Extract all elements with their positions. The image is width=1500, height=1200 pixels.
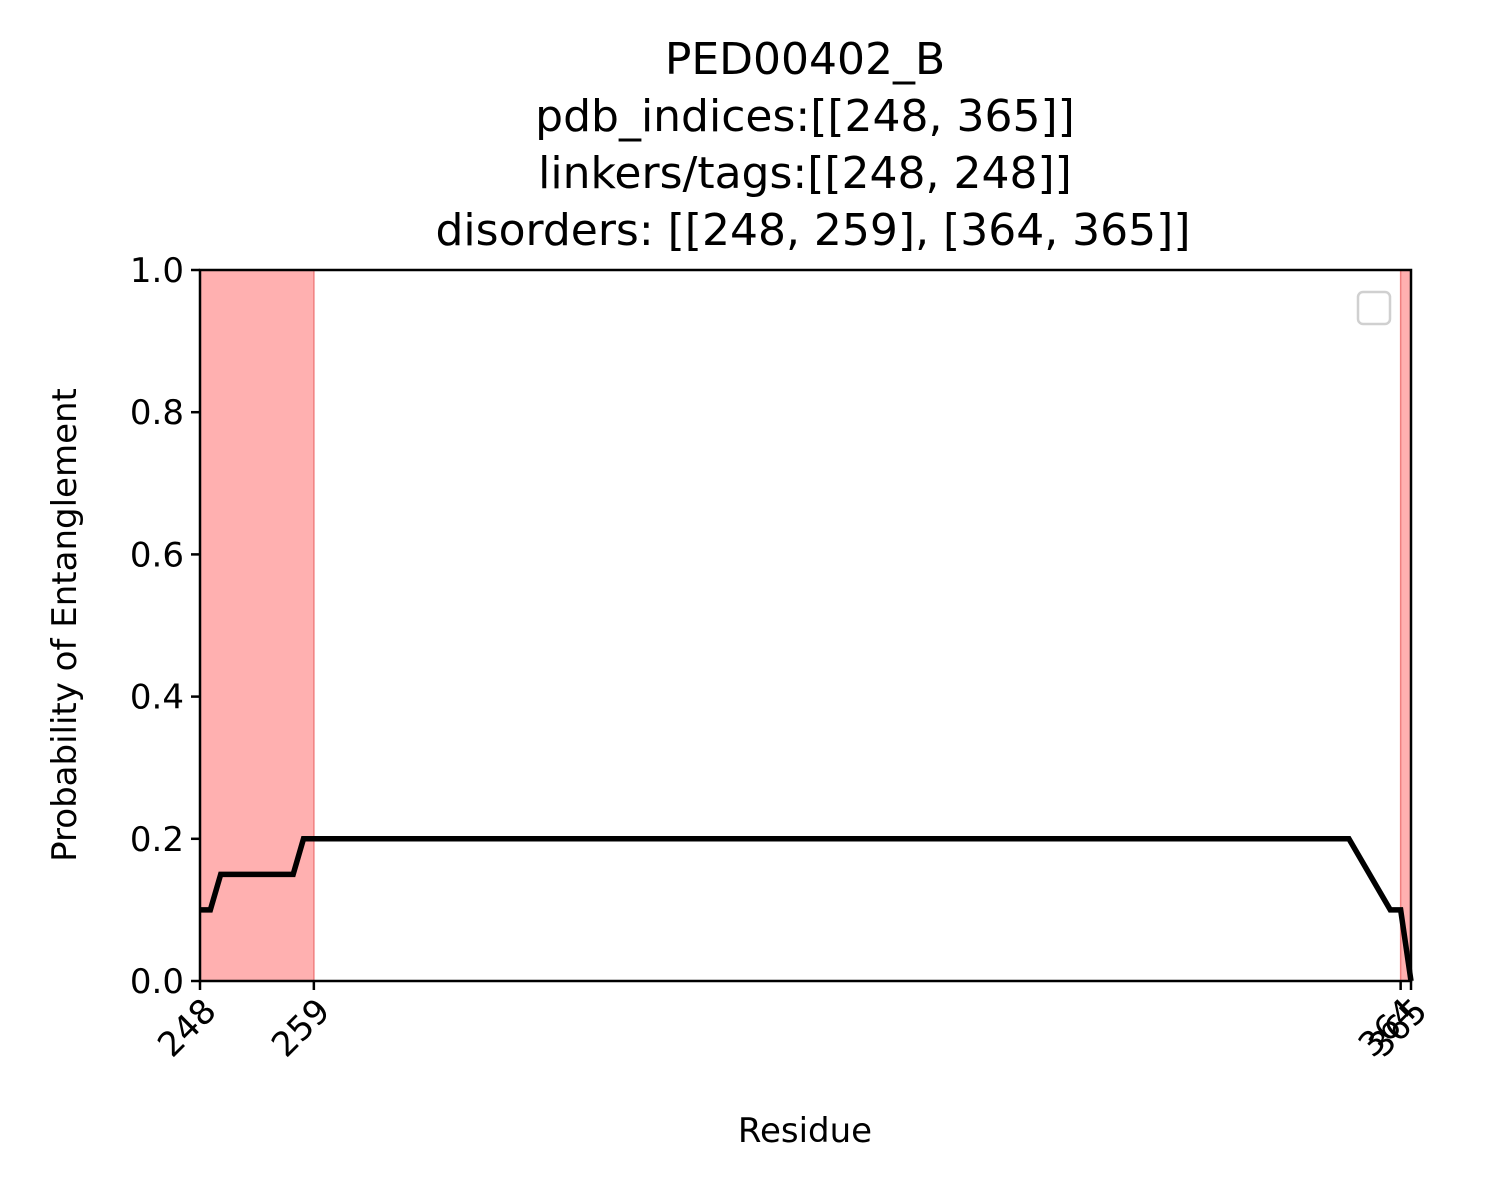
title-line: linkers/tags:[[248, 248]] [538, 148, 1072, 199]
series-layer [200, 836, 1414, 982]
disorder-regions [199, 269, 1412, 982]
y-axis-label: Probability of Entanglement [45, 388, 85, 862]
y-tick-label: 0.4 [130, 678, 184, 718]
title-line: pdb_indices:[[248, 365]] [535, 91, 1075, 142]
y-tick-label: 1.0 [130, 251, 184, 291]
y-tick-label: 0.0 [130, 962, 184, 1002]
legend-box [1356, 290, 1392, 326]
y-tick-label: 0.2 [130, 820, 184, 860]
y-axis-ticks: 0.0 0.2 0.4 0.6 0.8 1.0 [130, 251, 200, 1002]
disorder-region [1399, 269, 1412, 982]
title-line: PED00402_B [665, 34, 945, 85]
y-tick-label: 0.8 [130, 393, 184, 433]
x-tick-label: 259 [264, 991, 338, 1065]
y-tick-label: 0.6 [130, 535, 184, 575]
legend [1356, 290, 1392, 326]
title-line: disorders: [[248, 259], [364, 365]] [436, 205, 1191, 256]
x-tick-label: 248 [150, 991, 224, 1065]
x-axis-label: Residue [738, 1111, 872, 1151]
chart-title: PED00402_B pdb_indices:[[248, 365]] link… [436, 34, 1191, 256]
plot-frame [198, 268, 1413, 983]
series-line [200, 836, 1414, 982]
